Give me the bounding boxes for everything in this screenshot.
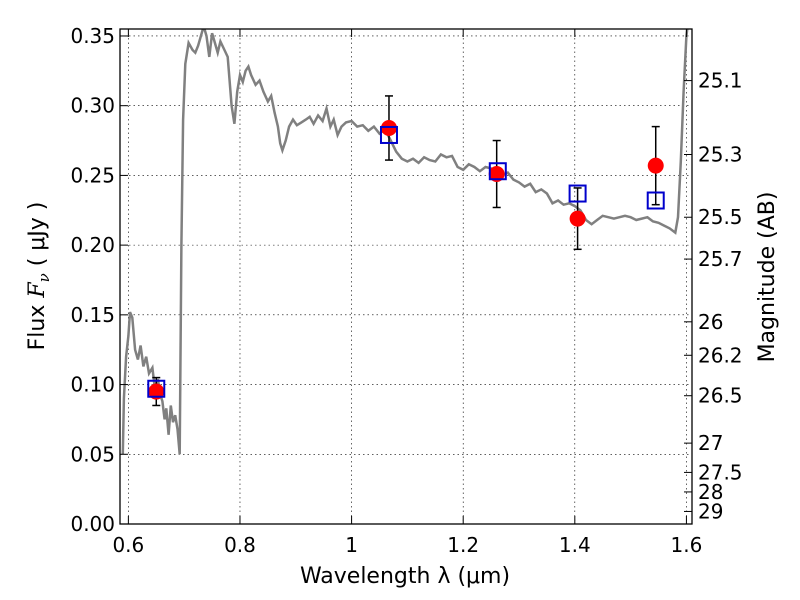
y2-tick-label: 25.3 — [698, 142, 743, 166]
x-tick-label: 0.6 — [112, 533, 144, 557]
model-photometry-square — [488, 162, 507, 181]
y-tick-label: 0.05 — [70, 442, 115, 466]
y-tick-label: 0.25 — [70, 163, 115, 187]
observed-layer — [148, 95, 664, 407]
y-tick-label: 0.20 — [70, 233, 115, 257]
model-photometry-square — [379, 125, 398, 144]
plot-frame — [119, 28, 693, 525]
observed-point — [380, 120, 397, 136]
spectrum-layer — [121, 29, 689, 455]
y-tick-label: 0.00 — [70, 512, 115, 536]
y-tick-label: 0.30 — [70, 94, 115, 118]
observed-point — [647, 157, 664, 174]
y2-tick-label: 27.5 — [698, 460, 743, 484]
model-photometry-square — [568, 184, 587, 203]
model-photometry-square — [147, 379, 166, 398]
grid-layer — [120, 29, 692, 525]
y-axis-label-prefix: Flux — [25, 298, 50, 351]
y2-tick-label: 29 — [698, 499, 723, 523]
x-tick-label: 1.2 — [447, 533, 479, 557]
y2-tick-label: 26.5 — [698, 384, 743, 408]
y-axis-label: Flux Fν ( μJy ) — [25, 202, 53, 351]
y2-tick-label: 28 — [698, 480, 723, 504]
x-tick-label: 1.6 — [671, 533, 703, 557]
y-tick-label: 0.15 — [70, 303, 115, 327]
x-tick-label: 1 — [345, 533, 358, 557]
y2-tick-label: 25.7 — [698, 247, 743, 271]
y2-tick-label: 25.1 — [698, 69, 743, 93]
y-tick-label: 0.35 — [70, 24, 115, 48]
y2-tick-label: 26 — [698, 310, 723, 334]
observed-point — [569, 210, 586, 227]
y-axis-label-subscript: ν — [35, 273, 53, 282]
ticks-layer: 0.6 0.8 1 1.2 1.4 1.6 0.00 0.05 0.10 0.15 0.20 0.25… — [70, 24, 742, 557]
y2-axis-label: Magnitude (AB) — [755, 192, 780, 363]
y-axis-label-unit: ( μJy ) — [25, 202, 50, 274]
y-tick-label: 0.10 — [70, 373, 115, 397]
x-tick-label: 0.8 — [224, 533, 256, 557]
model-photometry-square — [646, 191, 665, 210]
y2-tick-label: 27 — [698, 431, 723, 455]
y-axis-label-symbol: F — [25, 282, 50, 299]
x-axis-label: Wavelength λ (μm) — [300, 564, 510, 589]
x-tick-label: 1.4 — [559, 533, 591, 557]
y2-tick-label: 25.5 — [698, 205, 743, 229]
y2-tick-label: 26.2 — [698, 343, 743, 367]
model-spectrum-line — [121, 29, 689, 455]
model-photometry-layer — [147, 125, 665, 398]
